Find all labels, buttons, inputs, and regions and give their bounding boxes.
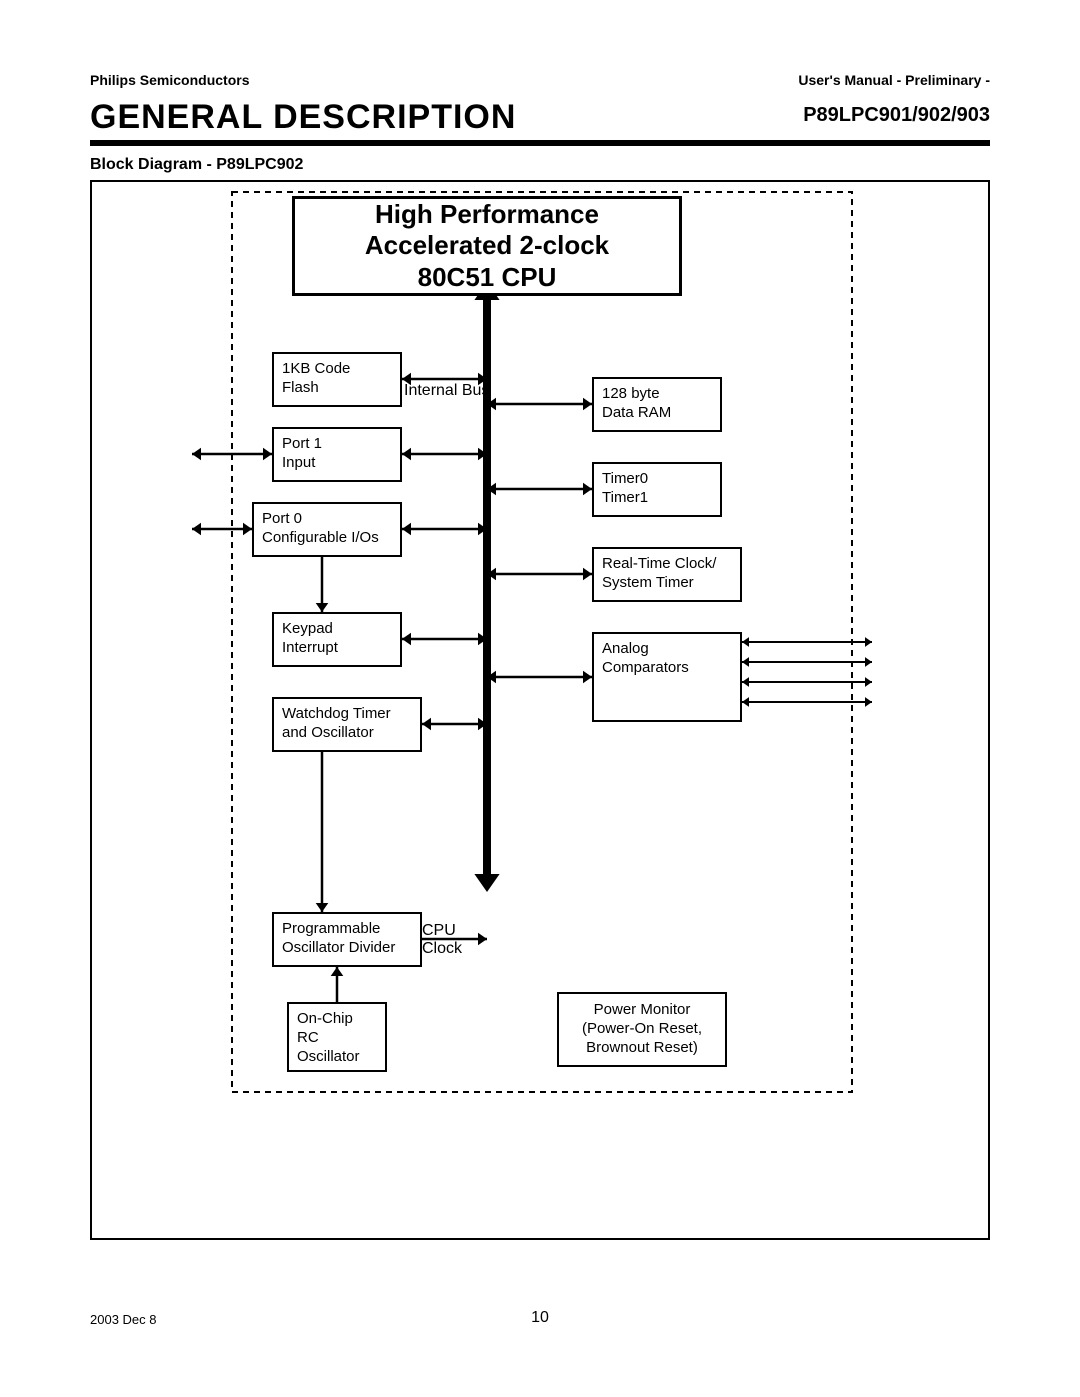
header-left: Philips Semiconductors (90, 72, 249, 88)
block-wdt: Watchdog Timer and Oscillator (272, 697, 422, 752)
block-comparators: Analog Comparators (592, 632, 742, 722)
block-diagram: High Performance Accelerated 2-clock 80C… (92, 182, 992, 1242)
block-port0: Port 0 Configurable I/Os (252, 502, 402, 557)
footer-page-number: 10 (531, 1309, 549, 1327)
block-timers: Timer0 Timer1 (592, 462, 722, 517)
block-code_flash: 1KB Code Flash (272, 352, 402, 407)
block-data_ram: 128 byte Data RAM (592, 377, 722, 432)
block-rtc: Real-Time Clock/ System Timer (592, 547, 742, 602)
block-cpu: High Performance Accelerated 2-clock 80C… (292, 196, 682, 296)
section-title: GENERAL DESCRIPTION (90, 98, 516, 137)
block-port1: Port 1 Input (272, 427, 402, 482)
block-osc_div: Programmable Oscillator Divider (272, 912, 422, 967)
block-keypad: Keypad Interrupt (272, 612, 402, 667)
part-number: P89LPC901/902/903 (803, 104, 990, 127)
cpu-clock-label: CPU Clock (422, 922, 462, 958)
horizontal-rule (90, 140, 990, 146)
diagram-subtitle: Block Diagram - P89LPC902 (90, 156, 303, 174)
footer-date: 2003 Dec 8 (90, 1312, 157, 1327)
block-power: Power Monitor (Power-On Reset, Brownout … (557, 992, 727, 1067)
header-right: User's Manual - Preliminary - (798, 72, 990, 88)
block-onchip_rc: On-Chip RC Oscillator (287, 1002, 387, 1072)
bus-label: Internal Bus (404, 382, 489, 400)
diagram-frame: High Performance Accelerated 2-clock 80C… (90, 180, 990, 1240)
